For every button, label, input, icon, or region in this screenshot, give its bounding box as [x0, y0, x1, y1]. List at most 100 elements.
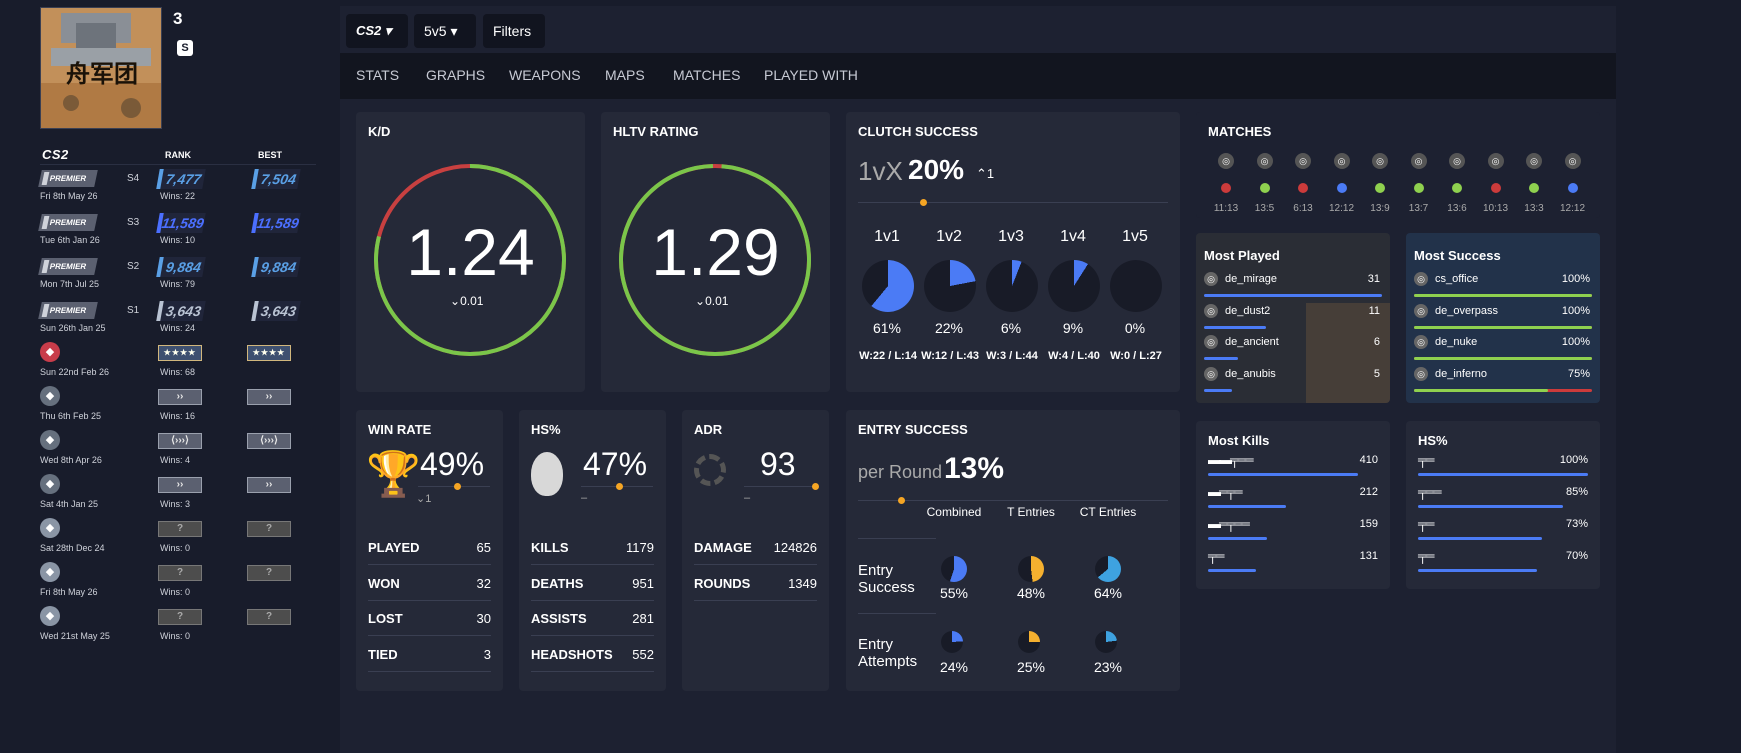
bar-fill	[1208, 537, 1267, 540]
tab-weapons[interactable]: WEAPONS	[509, 67, 581, 83]
map-name[interactable]: de_nuke	[1435, 336, 1478, 348]
win-rate-card: WIN RATE 🏆 49% ⌄1	[356, 410, 503, 691]
chevron-down-icon: ⌄	[695, 294, 706, 308]
map-name[interactable]: de_mirage	[1225, 273, 1277, 285]
entry-prefix: per Round	[858, 462, 943, 482]
stat-label: ROUNDS	[694, 575, 751, 591]
divider	[858, 500, 1168, 501]
match-score[interactable]: 13:7	[1408, 203, 1429, 214]
rifle-icon: ╤═	[1418, 516, 1434, 531]
star-badge-icon: ◆	[40, 562, 60, 582]
hs-weapons-title: HS%	[1418, 433, 1448, 448]
rifle-icon: ╤══	[1418, 484, 1442, 499]
avatar[interactable]: 舟军团	[40, 7, 162, 129]
tab-matches[interactable]: MATCHES	[673, 67, 741, 83]
divider	[368, 564, 491, 565]
map-icon: ◎	[1372, 153, 1388, 169]
adr-value: 93	[760, 446, 796, 482]
map-name[interactable]: de_dust2	[1225, 304, 1271, 317]
mode-select[interactable]: 5v5 ▾	[414, 14, 476, 48]
match-score[interactable]: 13:6	[1447, 203, 1467, 214]
rifle-icon: ▬═╤══	[1208, 516, 1250, 531]
map-icon: ◎	[1414, 366, 1428, 381]
game-select[interactable]: CS2 ▾	[346, 14, 408, 48]
kd-delta: ⌄0.01	[450, 294, 483, 308]
rank-value: 11,589	[156, 213, 206, 233]
result-dot	[1298, 183, 1308, 193]
bar-fill	[1414, 294, 1592, 297]
player-name: 3	[173, 9, 183, 28]
result-dot	[1452, 183, 1462, 193]
match-score[interactable]: 10:13	[1482, 203, 1509, 214]
map-name[interactable]: de_ancient	[1225, 336, 1279, 348]
clutch-marker	[920, 199, 927, 206]
premier-badge: PREMIER	[38, 302, 98, 319]
steam-icon[interactable]: S	[177, 40, 193, 56]
best-value: 11,589	[251, 213, 301, 233]
date-label: Thu 6th Feb 25	[40, 411, 102, 421]
match-score[interactable]: 6:13	[1293, 203, 1313, 214]
stat-value: 3	[483, 646, 491, 662]
adr-delta: –	[744, 492, 751, 504]
left-panel: 舟军团 3 S CS2 RANK BEST PREMIER S4 7,477 7,50…	[0, 0, 330, 753]
stat-label: ASSISTS	[531, 611, 587, 626]
adr-title: ADR	[694, 422, 723, 437]
match-score[interactable]: 13:9	[1370, 203, 1390, 214]
rank-value: ?	[158, 521, 202, 537]
kd-value: 1.24	[406, 215, 535, 289]
cs2-logo: CS2	[42, 147, 69, 162]
rank-row: ◆ ›› ›› Thu 6th Feb 25 Wins: 16	[40, 386, 320, 430]
tab-graphs[interactable]: GRAPHS	[426, 67, 486, 83]
map-name[interactable]: de_inferno	[1435, 367, 1487, 380]
bar-fill	[1204, 388, 1233, 392]
match-score[interactable]: 13:5	[1254, 203, 1275, 214]
entry-success-pct: 64%	[1093, 585, 1123, 601]
match-score[interactable]: 11:13	[1213, 203, 1239, 214]
matches-title: MATCHES	[1208, 124, 1272, 139]
wins-label: Wins: 22	[160, 191, 196, 201]
entry-success-pie	[941, 556, 967, 582]
wins-label: Wins: 16	[160, 411, 196, 421]
divider	[694, 599, 817, 601]
diamond-badge-icon: ◆	[40, 518, 60, 538]
divider	[368, 635, 491, 636]
match-score[interactable]: 12:12	[1559, 203, 1586, 214]
match-score[interactable]: 12:12	[1328, 203, 1355, 214]
entry-attempts-pct: 23%	[1093, 659, 1123, 675]
tab-played-with[interactable]: PLAYED WITH	[764, 67, 858, 83]
divider	[368, 670, 491, 672]
map-background	[1306, 303, 1390, 403]
best-value: ★★★★	[247, 345, 291, 361]
weapon-value: 159	[1359, 518, 1378, 530]
map-icon: ◎	[1410, 153, 1427, 169]
rank-row: PREMIER S2 9,884 9,884 Mon 7th Jul 25 Wins: 7…	[38, 254, 320, 298]
rank-value: ★★★★	[158, 345, 202, 361]
map-icon: ◎	[1204, 335, 1218, 349]
best-value: ››	[247, 477, 291, 493]
map-name[interactable]: de_overpass	[1435, 304, 1498, 317]
rank-value: 3,643	[156, 301, 206, 321]
clutch-pie	[862, 260, 914, 312]
wins-label: Wins: 0	[160, 543, 191, 553]
stat-label: WON	[368, 575, 400, 591]
map-value: 5	[1373, 367, 1380, 380]
rank-value: ?	[158, 609, 202, 625]
match-score[interactable]: 13:3	[1524, 203, 1544, 214]
stat-value: 552	[632, 646, 654, 662]
most-success-title: Most Success	[1414, 248, 1501, 263]
bar-fill	[1418, 505, 1563, 508]
tab-maps[interactable]: MAPS	[605, 67, 645, 83]
date-label: Mon 7th Jul 25	[40, 279, 100, 289]
rank-row: ◆ ⟨›››⟩ ⟨›››⟩ Wed 8th Apr 26 Wins: 4	[40, 430, 320, 474]
date-label: Wed 8th Apr 26	[40, 455, 102, 465]
tab-stats[interactable]: STATS	[356, 67, 400, 83]
most-kills-title: Most Kills	[1208, 433, 1270, 448]
head-icon	[531, 452, 563, 496]
entry-success-pct: 55%	[939, 585, 969, 601]
map-name[interactable]: de_anubis	[1225, 367, 1276, 380]
map-value: 100%	[1561, 336, 1590, 348]
rank-value: ?	[158, 565, 202, 581]
map-name[interactable]: cs_office	[1435, 273, 1479, 285]
filters-button[interactable]: Filters ⋮	[483, 14, 545, 73]
kd-delta-value: 0.01	[460, 294, 484, 308]
